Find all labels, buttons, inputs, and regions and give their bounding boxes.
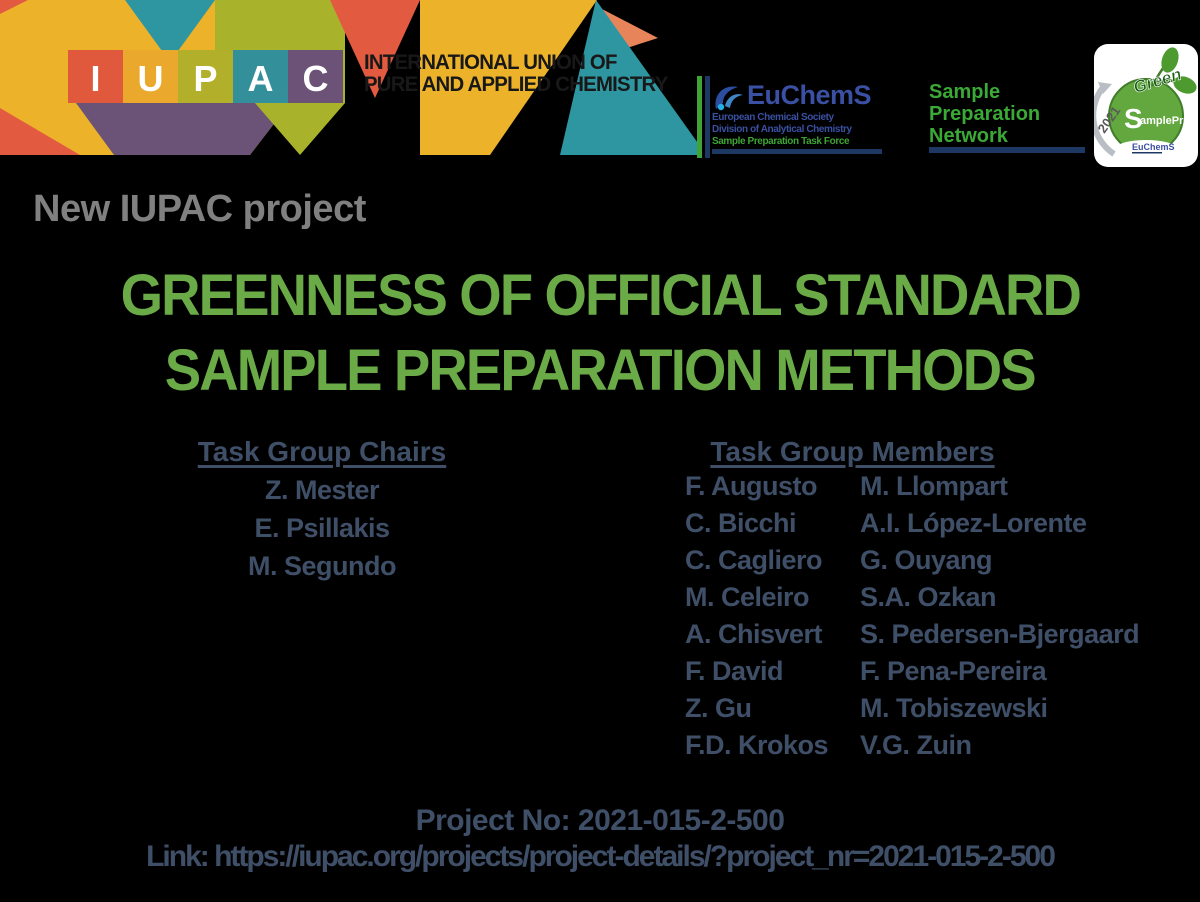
sample-preparation-network-label: Sample Preparation Network: [929, 81, 1040, 147]
chairs-list: Z. Mester E. Psillakis M. Segundo: [182, 471, 462, 585]
member-name: F.D. Krokos: [685, 730, 829, 760]
chairs-heading: Task Group Chairs: [197, 436, 447, 467]
chair-name: E. Psillakis: [254, 513, 390, 543]
iupac-letter-i: I: [90, 58, 100, 99]
banner-teal-right: [560, 0, 700, 155]
member-name: A. Chisvert: [685, 619, 823, 649]
euchems-logo-icon: [715, 86, 743, 111]
project-title-line1: GREENNESS OF OFFICIAL STANDARD: [120, 263, 1081, 328]
gsp-big-s: S: [1124, 103, 1143, 134]
member-name: G. Ouyang: [860, 545, 993, 575]
euchems-wordmark: EuChemS: [747, 80, 872, 110]
iupac-org-name-line2: PURE AND APPLIED CHEMISTRY: [364, 73, 668, 96]
euchems-underline-rule: [712, 149, 882, 154]
euchems-subtitle-taskforce: Sample Preparation Task Force: [712, 136, 850, 147]
iupac-letter-blocks: I U P A C: [68, 50, 343, 103]
network-underline-rule: [929, 147, 1085, 153]
member-name: C. Cagliero: [685, 545, 823, 575]
iupac-letter-a: A: [248, 58, 274, 99]
iupac-org-name: INTERNATIONAL UNION OF PURE AND APPLIED …: [364, 52, 668, 96]
banner-red-bottomleft-triangle: [0, 108, 80, 155]
iupac-letter-p: P: [193, 58, 217, 99]
network-line2: Preparation: [929, 103, 1041, 125]
banner-yellow-right: [420, 0, 597, 155]
gsp-arrow-swoosh: [1094, 84, 1116, 157]
member-name: A.I. López-Lorente: [860, 508, 1087, 538]
iupac-banner-graphic: I U P A C: [0, 0, 700, 155]
banner-red-top-triangle: [330, 0, 420, 98]
member-name: F. David: [685, 656, 784, 686]
chair-name: Z. Mester: [264, 475, 380, 505]
project-title: GREENNESS OF OFFICIAL STANDARD SAMPLE PR…: [0, 258, 1200, 408]
member-name: F. Augusto: [685, 471, 817, 501]
member-name: C. Bicchi: [685, 508, 797, 538]
network-line1: Sample: [929, 81, 1001, 103]
euchems-navy-bar: [705, 76, 710, 158]
project-number: Project No: 2021-015-2-500: [415, 804, 785, 837]
project-title-line2: SAMPLE PREPARATION METHODS: [165, 338, 1037, 403]
member-name: S.A. Ozkan: [860, 582, 997, 612]
member-name: S. Pedersen-Bjergaard: [860, 619, 1140, 649]
euchems-subtitle-society: European Chemical Society: [712, 112, 834, 123]
member-name: F. Pena-Pereira: [860, 656, 1047, 686]
banner-red-topleft-sliver: [0, 0, 28, 14]
green-sampleprep-logo: Green S amplePrep 2021 EuChemS: [1094, 44, 1198, 167]
kicker-new-iupac-project: New IUPAC project: [33, 188, 366, 230]
gsp-rest-word: amplePrep: [1140, 115, 1197, 127]
euchems-green-bar: [697, 76, 702, 158]
gsp-leaf-top: [1161, 47, 1179, 73]
member-name: M. Celeiro: [685, 582, 810, 612]
banner-purple-trapezoid: [76, 103, 290, 155]
iupac-org-name-line1: INTERNATIONAL UNION OF: [364, 51, 617, 74]
members-list: F. Augusto M. Llompart C. Bicchi A.I. Ló…: [685, 471, 1140, 767]
gsp-arrowhead: [1098, 82, 1112, 94]
gsp-leaf-right: [1173, 76, 1197, 94]
banner-teal-top-triangle: [125, 0, 215, 62]
network-line3: Network: [929, 125, 1008, 147]
euchems-subtitle-division: Division of Analytical Chemistry: [712, 124, 852, 135]
iupac-letter-u: U: [138, 58, 164, 99]
member-name: M. Tobiszewski: [860, 693, 1048, 723]
member-name: Z. Gu: [685, 693, 752, 723]
iupac-letter-c: C: [303, 58, 329, 99]
chair-name: M. Segundo: [248, 551, 396, 581]
member-name: M. Llompart: [860, 471, 1008, 501]
members-heading: Task Group Members: [710, 436, 995, 467]
project-link: Link: https://iupac.org/projects/project…: [146, 840, 1056, 873]
banner-olive-bottom-triangle: [255, 103, 345, 155]
member-name: V.G. Zuin: [860, 730, 972, 760]
gsp-brand: EuChemS: [1132, 142, 1175, 152]
